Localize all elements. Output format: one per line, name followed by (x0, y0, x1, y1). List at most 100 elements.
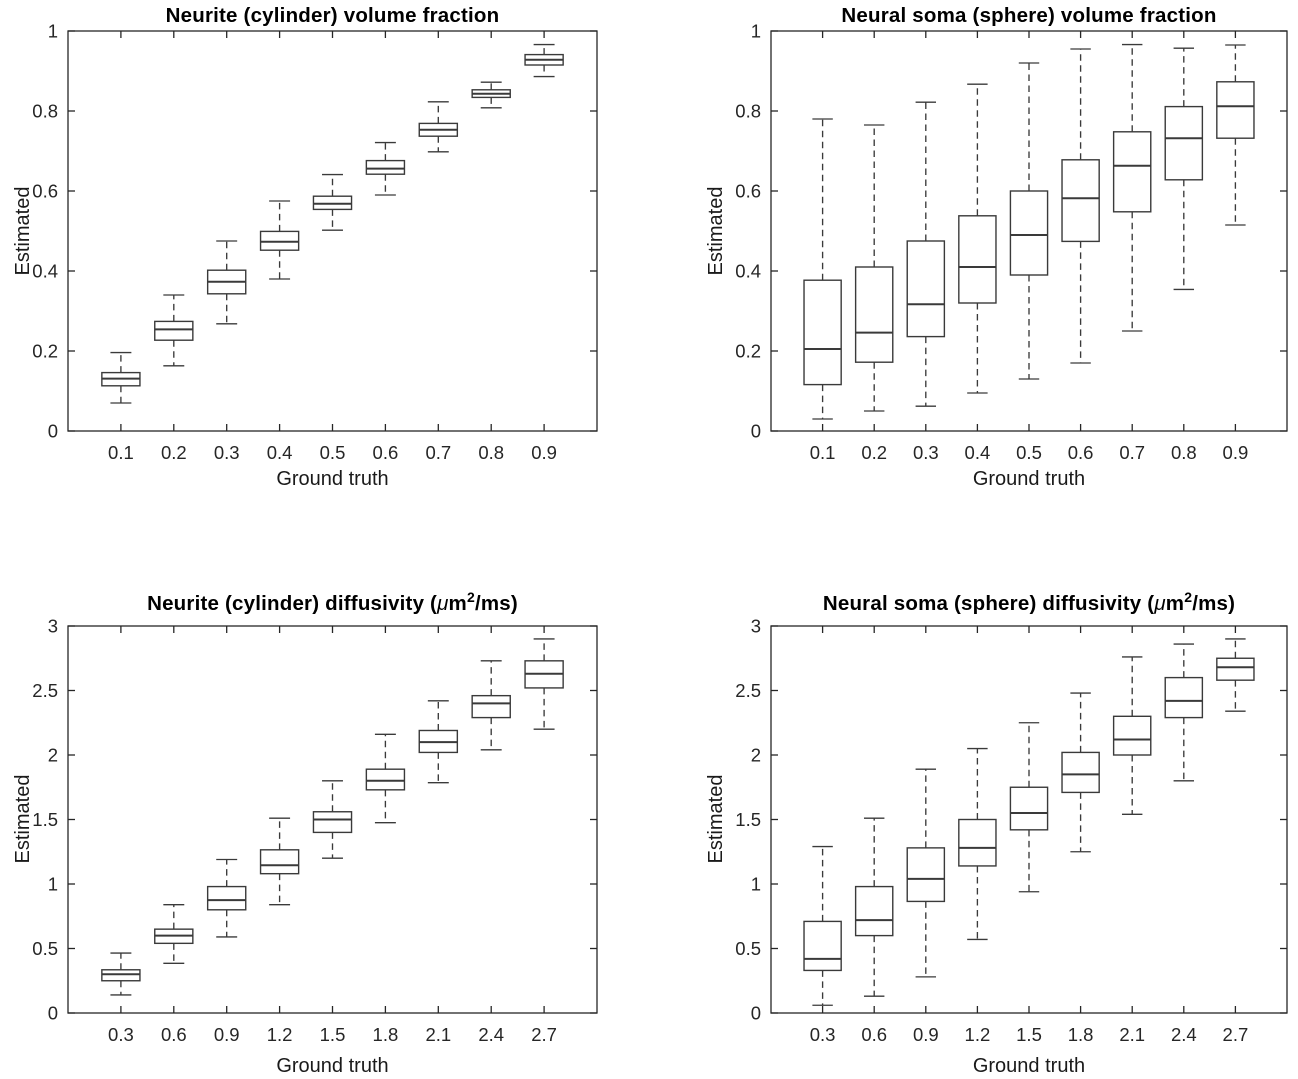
x-tick-label: 0.6 (161, 1024, 187, 1045)
iqr-box (259, 849, 300, 875)
chart-title-neurite-diffusivity: Neurite (cylinder) diffusivity (μm2/ms) (68, 589, 597, 616)
box-whisker-glyph (803, 845, 842, 1006)
box-whisker-glyph (1061, 48, 1100, 364)
box-whisker-glyph (365, 733, 406, 824)
iqr-box (1164, 676, 1204, 719)
box-whisker-glyph (206, 858, 247, 938)
box-whisker-glyph (312, 173, 353, 231)
mu-symbol: μ (437, 592, 449, 615)
y-tick-label: 0.6 (735, 181, 761, 202)
iqr-box (906, 847, 946, 903)
y-tick-label: 0.4 (735, 261, 761, 282)
box-whisker-glyph (1009, 722, 1049, 893)
box-whisker-glyph (906, 768, 946, 978)
chart-title-neurite-volume-fraction: Neurite (cylinder) volume fraction (68, 4, 597, 28)
x-tick-label: 0.6 (1068, 442, 1094, 463)
x-tick-label: 0.6 (373, 442, 399, 463)
iqr-box (365, 159, 406, 175)
iqr-box (854, 885, 894, 937)
x-tick-label: 0.3 (108, 1024, 134, 1045)
box-whisker-glyph (101, 952, 141, 996)
x-tick-label: 0.9 (531, 442, 557, 463)
x-tick-label: 2.4 (1171, 1024, 1197, 1045)
box-whisker-glyph (101, 351, 141, 404)
box-whisker-glyph (418, 700, 459, 784)
subplot-neurite-diffusivity: 0.3 0.6 0.9 1.2 1.5 1.8 2.1 2.4 2.7 0 0.5 1 1.5 2 2.5 3 (32, 616, 598, 1045)
box-whisker-glyph (1112, 656, 1152, 816)
x-tick-label: 2.1 (425, 1024, 451, 1045)
iqr-box (803, 920, 842, 972)
iqr-box (312, 811, 353, 834)
title-text: Neurite (cylinder) volume fraction (165, 4, 500, 27)
x-tick-label: 0.1 (810, 442, 836, 463)
x-tick-label: 0.2 (161, 442, 187, 463)
title-text: Neurite (cylinder) diffusivity ( (147, 592, 438, 615)
iqr-box (206, 885, 247, 911)
box-whisker-glyph (471, 81, 511, 109)
x-tick-label: 1.8 (1068, 1024, 1094, 1045)
iqr-box (854, 266, 894, 363)
y-tick-label: 0.5 (735, 938, 761, 959)
y-tick-label: 2.5 (735, 680, 761, 701)
box-whisker-glyph (312, 780, 353, 859)
box-whisker-glyph (418, 101, 459, 153)
iqr-box (154, 320, 194, 341)
iqr-box (365, 768, 406, 791)
x-tick-label: 2.4 (478, 1024, 504, 1045)
x-tick-label: 1.2 (965, 1024, 991, 1045)
title-text: Neural soma (sphere) volume fraction (841, 4, 1217, 27)
chart-title-soma-diffusivity: Neural soma (sphere) diffusivity (μm2/ms… (771, 589, 1287, 616)
x-tick-label: 1.5 (320, 1024, 346, 1045)
y-tick-label: 1 (751, 874, 761, 895)
iqr-box (1009, 786, 1049, 831)
iqr-box (1112, 715, 1152, 756)
y-tick-label: 1.5 (735, 809, 761, 830)
x-tick-label: 2.1 (1119, 1024, 1145, 1045)
y-tick-label: 0 (48, 421, 58, 442)
iqr-box (1112, 131, 1152, 213)
y-tick-label: 1 (48, 21, 58, 42)
y-tick-label: 0.4 (32, 261, 58, 282)
box-whisker-glyph (524, 638, 564, 730)
x-tick-label: 0.3 (913, 442, 939, 463)
iqr-box (1061, 751, 1100, 794)
y-tick-label: 0.5 (32, 938, 58, 959)
iqr-box (471, 694, 511, 719)
x-tick-label: 0.8 (1171, 442, 1197, 463)
y-tick-label: 2 (48, 745, 58, 766)
box-whisker-glyph (524, 43, 564, 78)
y-tick-label: 0 (751, 421, 761, 442)
x-tick-label: 0.4 (267, 442, 293, 463)
box-whisker-glyph (1164, 47, 1204, 291)
x-tick-label: 2.7 (531, 1024, 557, 1045)
title-text: m (448, 592, 467, 615)
x-tick-label: 2.7 (1223, 1024, 1249, 1045)
x-tick-label: 0.6 (861, 1024, 887, 1045)
box-whisker-glyph (1009, 62, 1049, 380)
y-tick-label: 0.6 (32, 181, 58, 202)
title-text: /ms) (474, 592, 518, 615)
y-axis-label: Estimated (705, 774, 727, 864)
superscript-2: 2 (466, 589, 475, 605)
iqr-box (958, 818, 997, 867)
y-tick-label: 3 (751, 616, 761, 637)
y-tick-label: 0.2 (735, 341, 761, 362)
iqr-box (906, 240, 946, 338)
box-whisker-glyph (1061, 692, 1100, 853)
box-whisker-glyph (958, 747, 997, 941)
box-whisker-glyph (1216, 638, 1255, 712)
iqr-box (1216, 657, 1255, 681)
y-tick-label: 2.5 (32, 680, 58, 701)
y-tick-label: 1.5 (32, 809, 58, 830)
superscript-2: 2 (1184, 589, 1193, 605)
x-axis-label: Ground truth (972, 1055, 1086, 1077)
y-tick-label: 0.8 (735, 101, 761, 122)
mu-symbol: μ (1154, 592, 1166, 615)
title-text: Neural soma (sphere) diffusivity ( (822, 592, 1155, 615)
x-tick-label: 0.3 (214, 442, 240, 463)
y-tick-label: 0.8 (32, 101, 58, 122)
y-axis-label: Estimated (12, 774, 34, 864)
y-axis-label: Estimated (705, 186, 727, 276)
title-text: /ms) (1192, 592, 1236, 615)
